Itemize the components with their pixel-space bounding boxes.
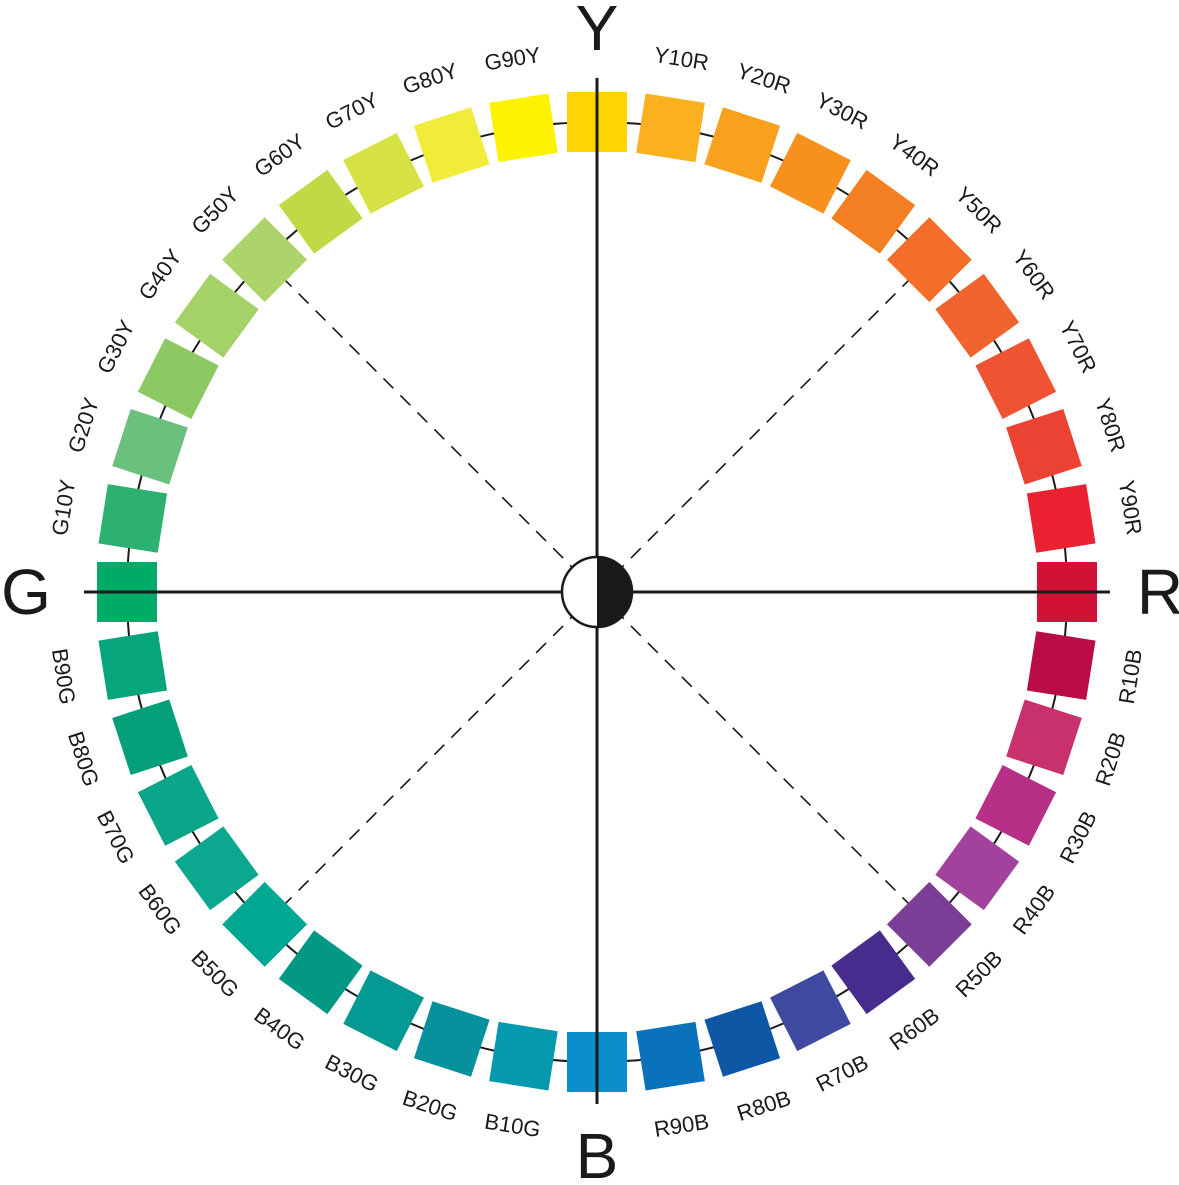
swatch-label-b50g: B50G xyxy=(186,945,243,1002)
swatch-y30r xyxy=(770,132,851,214)
diagonal-lower-left xyxy=(283,591,598,906)
center-achromatic-symbol xyxy=(560,555,634,629)
swatch-r30b xyxy=(975,765,1057,846)
swatch-label-b80g: B80G xyxy=(63,728,104,789)
swatch-label-g60y: G60Y xyxy=(249,128,309,181)
swatch-label-r70b: R70B xyxy=(812,1050,872,1097)
swatch-label-g10y: G10Y xyxy=(47,477,81,537)
swatch-y60r xyxy=(935,273,1020,358)
swatch-b10g xyxy=(489,1021,558,1091)
swatch-b20g xyxy=(413,1001,490,1077)
swatch-r80b xyxy=(704,1001,781,1077)
swatch-label-g50y: G50Y xyxy=(186,181,244,239)
swatch-r90b xyxy=(636,1021,705,1091)
swatch-r10b xyxy=(1026,631,1096,700)
swatch-label-r40b: R40B xyxy=(1008,880,1061,939)
swatch-r60b xyxy=(831,930,916,1015)
swatch-b60g xyxy=(174,826,259,911)
swatch-label-g90y: G90Y xyxy=(483,42,543,76)
swatch-b30g xyxy=(343,970,424,1052)
swatch-y50r xyxy=(886,217,972,303)
swatch-label-y40r: Y40R xyxy=(885,129,944,182)
swatch-label-y50r: Y50R xyxy=(951,182,1008,239)
axis-label-right: R xyxy=(1137,556,1179,628)
swatch-label-y70r: Y70R xyxy=(1055,317,1102,377)
swatch-label-r20b: R20B xyxy=(1090,729,1131,789)
swatch-label-b30g: B30G xyxy=(321,1049,382,1097)
swatch-r20b xyxy=(1006,699,1082,776)
swatch-r70b xyxy=(770,970,851,1052)
swatch-label-y90r: Y90R xyxy=(1114,478,1147,536)
swatch-g30y xyxy=(137,338,219,419)
center-circle-black-half xyxy=(597,557,632,627)
swatch-y40r xyxy=(831,169,916,254)
swatch-b70g xyxy=(137,765,219,846)
swatch-label-r60b: R60B xyxy=(885,1003,944,1056)
swatch-y90r xyxy=(1026,484,1096,553)
swatch-g90y xyxy=(489,93,558,163)
swatch-label-r90b: R90B xyxy=(652,1109,710,1142)
swatch-label-g40y: G40Y xyxy=(133,244,186,304)
axis-label-bottom: B xyxy=(576,1120,619,1180)
swatch-label-g30y: G30Y xyxy=(92,316,140,378)
dashed-diagonals xyxy=(283,278,911,906)
swatch-b80g xyxy=(112,699,188,776)
swatch-label-b90g: B90G xyxy=(47,647,80,706)
swatch-g50y xyxy=(222,217,308,303)
swatch-y20r xyxy=(704,107,781,183)
diagonal-lower-right xyxy=(596,591,911,906)
swatch-label-r10b: R10B xyxy=(1114,647,1147,705)
swatch-label-b40g: B40G xyxy=(249,1002,309,1055)
swatch-label-g70y: G70Y xyxy=(321,87,383,135)
swatch-label-y20r: Y20R xyxy=(734,58,794,99)
swatch-r50b xyxy=(886,881,972,967)
swatch-label-b20g: B20G xyxy=(400,1085,461,1126)
swatch-label-b60g: B60G xyxy=(133,879,186,939)
swatch-g10y xyxy=(98,484,168,553)
swatch-g80y xyxy=(413,107,490,183)
swatch-label-y10r: Y10R xyxy=(652,42,710,75)
swatch-label-y30r: Y30R xyxy=(812,87,872,134)
swatch-label-y60r: Y60R xyxy=(1008,245,1061,304)
swatch-label-r50b: R50B xyxy=(951,946,1008,1003)
diagonal-upper-right xyxy=(596,278,911,593)
swatch-b90g xyxy=(98,631,168,700)
swatch-g40y xyxy=(174,273,259,358)
axis-label-left: G xyxy=(1,556,51,628)
swatch-b40g xyxy=(278,930,363,1015)
swatch-label-b10g: B10G xyxy=(483,1109,542,1142)
swatch-b50g xyxy=(222,881,308,967)
swatch-y80r xyxy=(1006,408,1082,485)
swatch-g70y xyxy=(343,132,424,214)
swatch-label-g80y: G80Y xyxy=(400,58,462,99)
swatch-y70r xyxy=(975,338,1057,419)
swatch-r40b xyxy=(935,826,1020,911)
swatch-label-r80b: R80B xyxy=(734,1085,794,1126)
swatch-g20y xyxy=(112,408,188,485)
swatch-label-b70g: B70G xyxy=(92,806,140,867)
swatch-label-y80r: Y80R xyxy=(1090,395,1131,455)
swatch-y10r xyxy=(636,93,705,163)
swatch-label-r30b: R30B xyxy=(1055,807,1102,867)
swatch-label-g20y: G20Y xyxy=(63,394,104,456)
diagonal-upper-left xyxy=(283,278,598,593)
swatch-g60y xyxy=(278,169,363,254)
axis-label-top: Y xyxy=(576,0,619,64)
